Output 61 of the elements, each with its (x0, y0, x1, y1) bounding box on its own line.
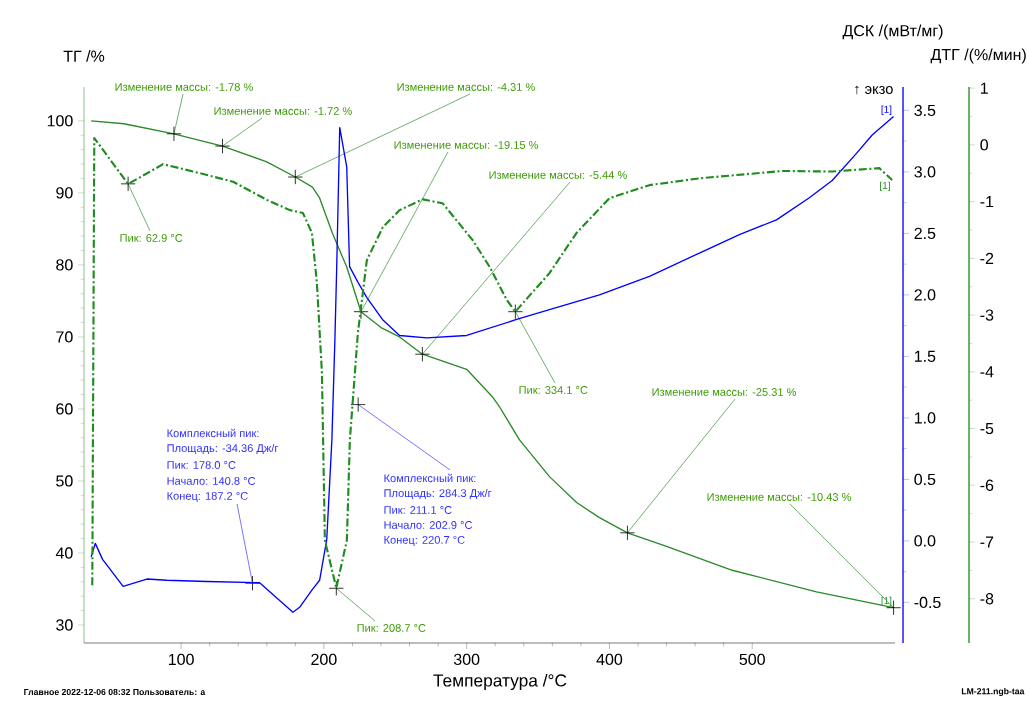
annotation: Комплексный пик: (167, 428, 259, 438)
y2-tick-label: 0.5 (914, 473, 936, 486)
y2-tick-label: 2.0 (914, 289, 936, 301)
x-axis-title: Температура /°C (433, 673, 567, 691)
y3-tick-label: -6 (980, 479, 994, 491)
y-tick-label: 100 (47, 115, 73, 127)
y3-tick-label: -7 (980, 536, 994, 548)
y3-tick-label: 0 (980, 139, 989, 151)
annotation: Начало: 202.9 °C (384, 521, 473, 529)
y3-tick-label: -2 (980, 252, 994, 264)
annotation: Изменение массы: -5.44 % (489, 171, 627, 179)
annotation: Пик: 208.7 °C (357, 624, 426, 632)
y2-tick-label: 1.5 (914, 350, 936, 362)
y3-tick-label: -5 (980, 422, 994, 435)
annotation: Изменение массы: -1.72 % (214, 107, 352, 115)
text: Главное 2022-12-06 08:32 Пользователь: a (24, 688, 206, 696)
annotation: Пик: 62.9 °C (120, 234, 183, 242)
annotation: Площадь: 284.3 Дж/г (384, 488, 492, 500)
y2-tick-label: 1.0 (914, 412, 936, 424)
y-tick-label: 40 (55, 547, 73, 559)
annotation: Конец: 187.2 °C (167, 492, 248, 502)
x-tick-label: 300 (453, 653, 480, 666)
y-tick-label: 30 (56, 619, 73, 631)
y3-tick-label: -4 (980, 366, 994, 378)
annotation: Начало: 140.8 °C (167, 477, 256, 485)
y-tick-label: 80 (56, 259, 73, 271)
series-label: [1] (880, 181, 890, 191)
y2-axis-title: ДСК /(мВт/мг) (842, 24, 943, 40)
text: LM-211.ngb-taa (961, 687, 1025, 697)
annotation: Изменение массы: -19.15 % (394, 141, 539, 149)
annotation: Пик: 178.0 °C (167, 461, 236, 469)
y3-tick-label: -3 (980, 309, 994, 321)
x-tick-label: 400 (596, 653, 623, 666)
y3-axis-title: ДТГ /(%/мин) (930, 48, 1026, 64)
y2-tick-label: 3.5 (914, 104, 936, 117)
y2-tick-label: 0.0 (914, 535, 936, 547)
x-tick-label: 200 (311, 653, 337, 666)
annotation: Пик: 334.1 °C (519, 386, 588, 394)
annotation: Конец: 220.7 °C (384, 536, 465, 546)
y-tick-label: 90 (56, 187, 73, 199)
y2-tick-label: -0.5 (914, 596, 941, 609)
y-tick-label: 60 (56, 403, 73, 415)
annotation: Площадь: -34.36 Дж/г (167, 443, 279, 455)
y-tick-label: 50 (56, 475, 73, 487)
y3-tick-label: -8 (980, 593, 994, 605)
y2-tick-label: 3.0 (914, 166, 936, 178)
annotation: Пик: 211.1 °C (384, 506, 452, 514)
annotation: Изменение массы: -25.31 % (652, 388, 797, 396)
y3-tick-label: 1 (980, 82, 988, 94)
annotation: ↑ экзо (855, 85, 893, 95)
x-tick-label: 500 (739, 653, 765, 666)
y-axis-title: ТГ /% (63, 50, 105, 62)
annotation: Комплексный пик: (384, 473, 476, 483)
annotation: Изменение массы: -4.31 % (397, 83, 535, 91)
y3-tick-label: -1 (980, 196, 994, 208)
annotation: Изменение массы: -10.43 % (707, 493, 852, 501)
x-tick-label: 100 (168, 653, 194, 666)
y2-tick-label: 2.5 (914, 227, 936, 240)
y-tick-label: 70 (56, 331, 73, 343)
series-label: [1] (881, 105, 892, 115)
annotation: Изменение массы: -1.78 % (115, 83, 253, 91)
